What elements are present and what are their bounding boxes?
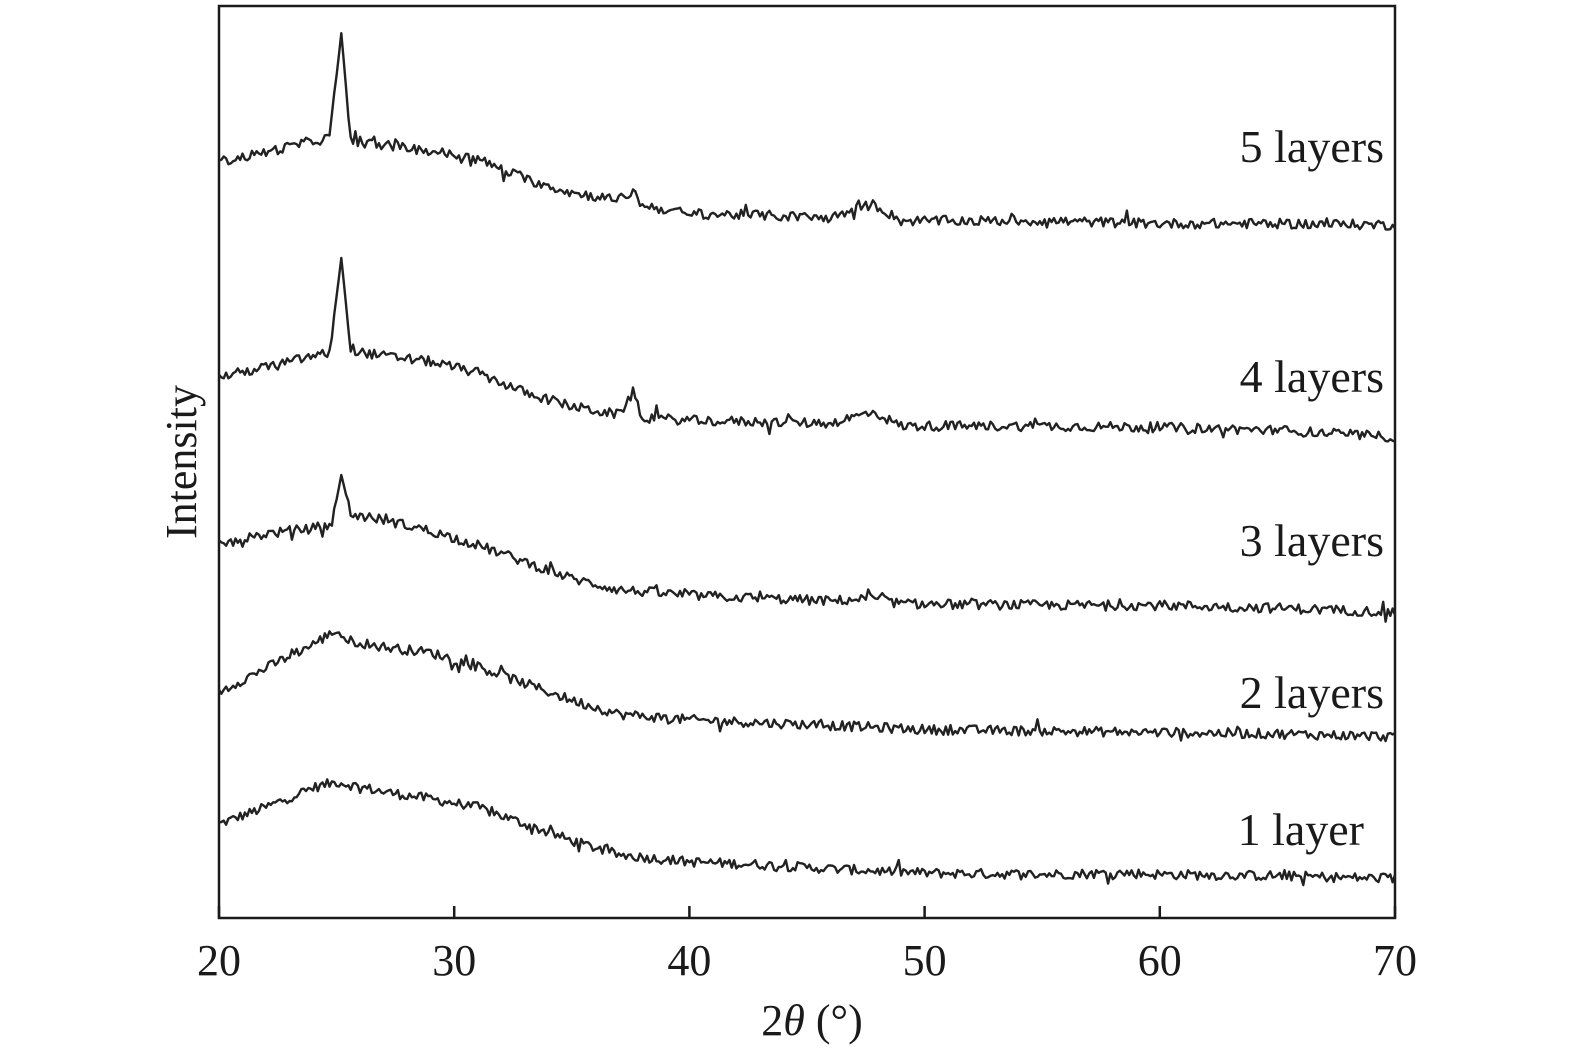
- series-line-4: [218, 256, 1396, 443]
- x-tick-label-50: 50: [903, 936, 947, 985]
- series-label-5: 5 layers: [1240, 121, 1384, 172]
- series-lines: [217, 32, 1397, 887]
- x-tick-label-60: 60: [1138, 936, 1182, 985]
- series-label-2: 2 layers: [1240, 667, 1384, 718]
- series-line-1: [218, 778, 1397, 887]
- series-line-2: [217, 630, 1396, 743]
- axis-frame: [217, 4, 1397, 920]
- x-tick-label-20: 20: [197, 936, 241, 985]
- series-labels: 1 layer 2 layers 3 layers 4 layers 5 layers: [1238, 121, 1384, 855]
- series-label-4: 4 layers: [1240, 351, 1384, 402]
- x-tick-label-30: 30: [432, 936, 476, 985]
- series-label-3: 3 layers: [1240, 515, 1384, 566]
- x-axis-ticks: 20 30 40 50 60 70: [197, 906, 1417, 985]
- series-line-3: [218, 473, 1397, 623]
- series-label-1: 1 layer: [1238, 804, 1364, 855]
- series-line-5: [218, 32, 1396, 231]
- plot-area: [217, 4, 1397, 920]
- y-axis-title: Intensity: [157, 385, 206, 539]
- x-tick-label-40: 40: [667, 936, 711, 985]
- x-axis-title: 2θ (°): [761, 996, 863, 1045]
- x-tick-label-70: 70: [1373, 936, 1417, 985]
